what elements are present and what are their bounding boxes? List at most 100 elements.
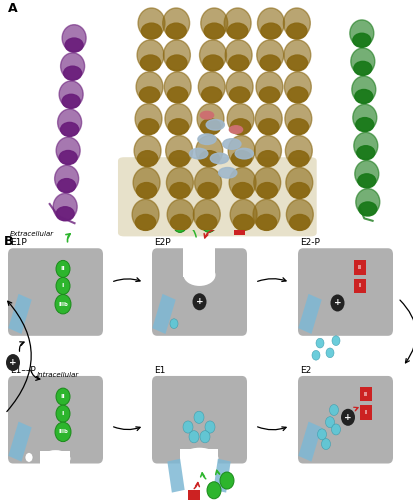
Ellipse shape <box>164 104 191 134</box>
Ellipse shape <box>166 23 186 39</box>
Ellipse shape <box>223 8 250 38</box>
Bar <box>359 405 371 419</box>
Circle shape <box>219 472 233 489</box>
Ellipse shape <box>256 182 277 198</box>
Ellipse shape <box>229 87 249 103</box>
Ellipse shape <box>57 109 81 136</box>
Ellipse shape <box>132 200 159 230</box>
Circle shape <box>200 112 213 119</box>
Text: E1: E1 <box>154 366 165 374</box>
Circle shape <box>56 260 70 278</box>
Circle shape <box>204 421 214 433</box>
Ellipse shape <box>165 136 192 166</box>
FancyArrowPatch shape <box>194 482 199 488</box>
Ellipse shape <box>352 34 370 48</box>
Circle shape <box>199 430 209 443</box>
Polygon shape <box>298 422 321 462</box>
Ellipse shape <box>228 55 248 71</box>
Circle shape <box>206 120 224 130</box>
Text: II: II <box>60 394 65 399</box>
FancyArrowPatch shape <box>353 408 357 411</box>
Ellipse shape <box>353 132 377 159</box>
Ellipse shape <box>256 214 276 230</box>
Bar <box>183 241 215 278</box>
Ellipse shape <box>229 168 255 198</box>
Text: Extracellular: Extracellular <box>10 232 54 237</box>
Circle shape <box>340 409 354 426</box>
Circle shape <box>173 216 187 232</box>
Bar <box>188 490 199 500</box>
Ellipse shape <box>352 104 376 131</box>
Circle shape <box>187 208 201 225</box>
Ellipse shape <box>358 202 376 216</box>
Circle shape <box>331 424 339 435</box>
Ellipse shape <box>195 136 222 166</box>
Ellipse shape <box>349 20 373 46</box>
Ellipse shape <box>138 119 158 134</box>
Text: E2-P: E2-P <box>299 238 319 247</box>
FancyBboxPatch shape <box>8 248 103 336</box>
Bar <box>180 449 218 473</box>
Circle shape <box>189 148 207 159</box>
Circle shape <box>229 126 242 134</box>
Circle shape <box>325 416 334 428</box>
Text: E2: E2 <box>299 366 311 374</box>
Circle shape <box>321 438 330 450</box>
Polygon shape <box>213 458 230 492</box>
Circle shape <box>206 482 221 499</box>
FancyArrowPatch shape <box>257 278 285 281</box>
Ellipse shape <box>232 182 252 198</box>
Ellipse shape <box>289 214 309 230</box>
FancyBboxPatch shape <box>8 376 103 464</box>
Ellipse shape <box>255 104 282 134</box>
Ellipse shape <box>60 53 84 80</box>
Ellipse shape <box>228 136 254 166</box>
Ellipse shape <box>260 23 280 39</box>
Ellipse shape <box>227 104 254 134</box>
Text: A: A <box>8 2 18 16</box>
Circle shape <box>6 354 20 371</box>
Ellipse shape <box>197 104 223 134</box>
Ellipse shape <box>60 122 78 136</box>
FancyBboxPatch shape <box>118 157 316 236</box>
Circle shape <box>311 350 319 360</box>
Ellipse shape <box>257 8 284 38</box>
Circle shape <box>325 348 333 358</box>
Ellipse shape <box>230 119 250 134</box>
Ellipse shape <box>286 23 306 39</box>
Circle shape <box>189 430 199 443</box>
Circle shape <box>56 388 70 405</box>
Ellipse shape <box>193 200 220 230</box>
Ellipse shape <box>167 87 187 103</box>
Ellipse shape <box>137 40 164 70</box>
Ellipse shape <box>56 206 74 221</box>
FancyArrowPatch shape <box>19 342 24 351</box>
Ellipse shape <box>65 38 83 52</box>
FancyArrowPatch shape <box>7 301 31 412</box>
Circle shape <box>56 278 70 294</box>
Ellipse shape <box>133 168 159 198</box>
Ellipse shape <box>167 200 194 230</box>
Ellipse shape <box>55 166 78 192</box>
Ellipse shape <box>62 94 80 108</box>
Ellipse shape <box>139 87 159 103</box>
Ellipse shape <box>255 72 282 102</box>
Bar <box>40 452 70 468</box>
Ellipse shape <box>283 40 310 70</box>
FancyArrowPatch shape <box>215 470 219 474</box>
Ellipse shape <box>197 182 218 198</box>
Circle shape <box>329 404 338 415</box>
Text: E1––P: E1––P <box>10 366 36 374</box>
Circle shape <box>317 429 326 440</box>
Ellipse shape <box>64 66 81 80</box>
Ellipse shape <box>254 136 281 166</box>
Bar <box>234 222 245 235</box>
Ellipse shape <box>351 76 375 103</box>
Ellipse shape <box>230 200 256 230</box>
FancyArrowPatch shape <box>204 230 214 238</box>
Ellipse shape <box>227 23 247 39</box>
FancyArrowPatch shape <box>113 427 140 430</box>
Ellipse shape <box>164 72 191 102</box>
Ellipse shape <box>169 182 190 198</box>
Ellipse shape <box>138 8 164 38</box>
